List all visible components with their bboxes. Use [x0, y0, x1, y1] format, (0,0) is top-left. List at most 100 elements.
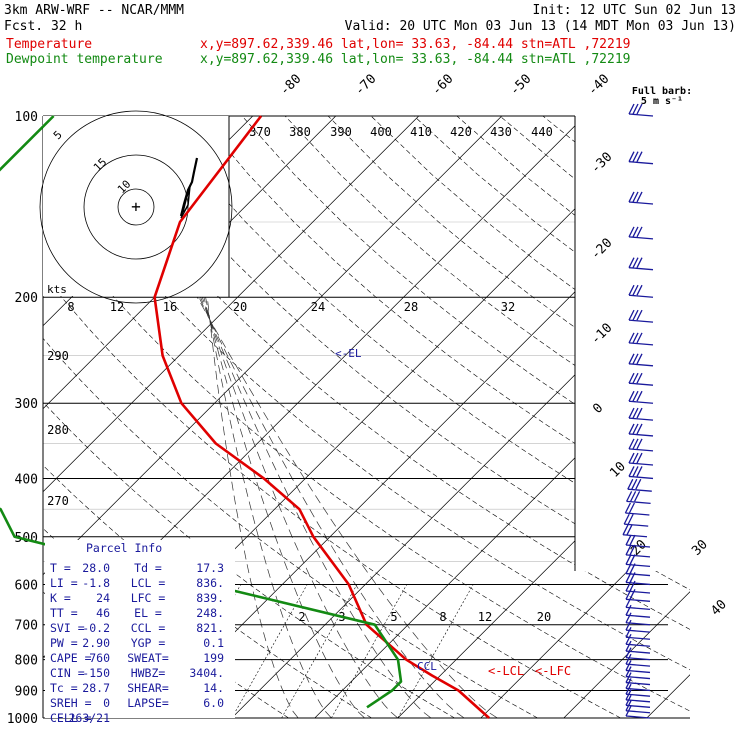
pressure-label: 100 — [15, 110, 38, 125]
dry-adiabat — [155, 116, 690, 718]
wind-barb-flag — [632, 191, 639, 203]
mixing-ratio-line — [231, 584, 308, 718]
lfc-marker: <-LFC — [535, 664, 571, 678]
pressure-label: 600 — [15, 578, 38, 593]
parcel-info-key: LI = — [50, 576, 78, 590]
theta-label: 420 — [450, 125, 472, 139]
wind-barb-flag — [632, 332, 639, 344]
isotherm-line — [231, 116, 690, 718]
wind-barb-flag — [628, 353, 635, 365]
wind-barb-flag — [625, 580, 632, 592]
parcel-info-key: Tc = — [50, 681, 78, 695]
wind-barb-flag — [632, 407, 639, 419]
wind-barb-flag — [632, 353, 639, 365]
parcel-info-value: 6.0 — [203, 696, 224, 710]
wind-barb-flag — [632, 284, 639, 296]
wind-barb-flag — [625, 672, 632, 683]
dry-adiabat — [542, 116, 690, 718]
parcel-info-key: Td = — [134, 561, 162, 575]
wind-barb-flag — [629, 572, 636, 583]
wind-barb-flag — [632, 390, 639, 402]
hodograph-ring — [117, 188, 155, 226]
barb-legend-line2: 5 m s⁻¹ — [641, 96, 683, 107]
wind-barb-shaft — [628, 267, 654, 271]
isotherm-label: -20 — [588, 236, 615, 263]
wind-barb-flag — [625, 633, 632, 645]
mixing-ratio-label: 12 — [478, 610, 492, 624]
ccl-marker: CCL — [417, 660, 437, 673]
wind-barb-flag — [635, 478, 642, 490]
wind-barb-flag — [632, 226, 639, 238]
hodograph-center-plus: + — [131, 197, 141, 216]
dry-adiabat — [370, 116, 690, 718]
wind-barb-flag — [632, 423, 639, 435]
wind-barb-shaft — [628, 342, 654, 346]
model-title: 3km ARW-WRF -- NCAR/MMM — [4, 3, 184, 18]
wind-barb-flag — [636, 103, 643, 115]
wind-barb-flag — [625, 640, 632, 652]
wind-barb-shaft — [628, 400, 654, 404]
isotherm-label: -80 — [277, 72, 304, 99]
wind-barb-shaft — [628, 319, 654, 323]
el-marker: <-EL — [335, 347, 362, 360]
isotherm-line — [563, 116, 690, 718]
hodograph-speed-label: 12 — [110, 300, 124, 314]
parcel-info-panel — [45, 540, 235, 718]
theta-label: 380 — [289, 125, 311, 139]
wind-barb-shaft — [625, 544, 651, 548]
theta-label: 400 — [370, 125, 392, 139]
wind-barb-flag — [625, 695, 632, 706]
wind-barb-flag — [629, 554, 636, 565]
parcel-info-value: -150 — [82, 666, 110, 680]
parcel-info-key: PW = — [50, 636, 78, 650]
wind-barb-shaft — [628, 113, 654, 117]
parcel-info-value: 46 — [96, 606, 110, 620]
parcel-info-key: K = — [50, 591, 71, 605]
wind-barb-flag — [625, 563, 632, 574]
wind-barb-shaft — [628, 448, 654, 452]
wind-barb-flag — [636, 438, 643, 450]
wind-barb-flag — [636, 452, 643, 464]
wind-barb-shaft — [628, 161, 654, 165]
wind-barb-flag — [628, 423, 635, 435]
dry-adiabat — [198, 116, 690, 718]
parcel-info-key: T = — [50, 561, 71, 575]
wind-barb-flag — [627, 478, 634, 490]
parcel-info-key: TT = — [50, 606, 78, 620]
dry-adiabat — [456, 116, 690, 718]
wind-barb-flag — [628, 452, 635, 464]
dry-adiabat — [43, 116, 538, 718]
theta-left-label: 280 — [47, 423, 69, 437]
hodograph-speed-label: 8 — [67, 300, 74, 314]
wind-barb-flag — [628, 257, 635, 268]
parcel-info-key: LFC = — [131, 591, 166, 605]
parcel-info-key: SREH = — [50, 696, 92, 710]
parcel-info-key: SWEAT= — [127, 651, 169, 665]
parcel-info-key: LCL = — [131, 576, 166, 590]
wind-barb-shaft — [625, 715, 651, 719]
mixing-ratio-line — [331, 584, 408, 718]
temperature-location: x,y=897.62,339.46 lat,lon= 33.63, -84.44… — [200, 37, 630, 52]
wind-barb-flag — [627, 513, 634, 525]
wind-barb-shaft — [625, 693, 651, 697]
parcel-info-key: CAPE = — [50, 651, 92, 665]
wind-barb-flag — [636, 372, 643, 384]
wind-barb-shaft — [626, 500, 651, 505]
mixing-ratio-label: 8 — [439, 610, 446, 624]
moist-adiabat — [200, 297, 432, 718]
wind-barb-shaft — [628, 417, 654, 421]
wind-barb-flag — [625, 612, 632, 624]
mixing-ratio-label: 5 — [390, 610, 397, 624]
wind-barb-flag — [628, 151, 635, 162]
mixing-ratio-line — [397, 584, 474, 718]
wind-barb-flag — [636, 423, 643, 435]
wind-barb-flag — [625, 689, 632, 701]
isotherm-line — [43, 116, 503, 718]
wind-barb-flag — [625, 660, 632, 671]
parcel-info-value: -0.2 — [82, 621, 110, 635]
wind-barb-flag — [632, 103, 639, 115]
wind-barb-flag — [636, 353, 643, 365]
wind-barb-flag — [625, 544, 632, 556]
